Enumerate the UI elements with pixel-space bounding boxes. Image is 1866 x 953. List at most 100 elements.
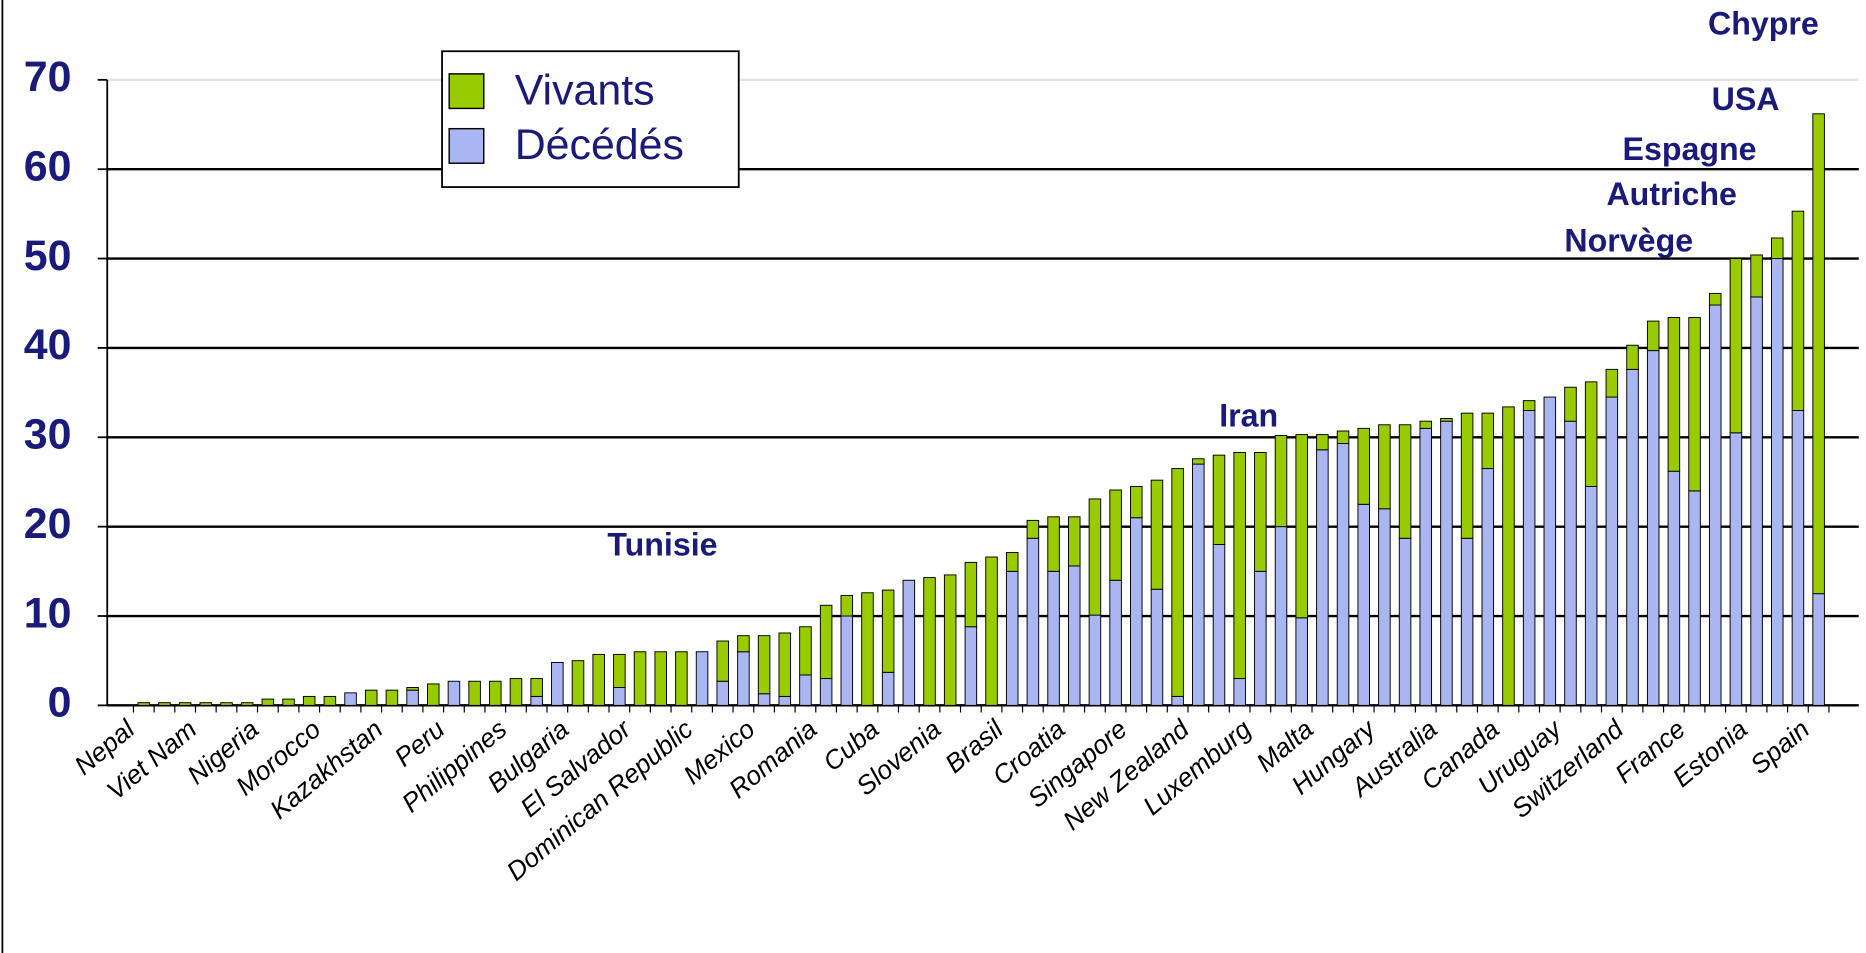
- y-tick-label: 50: [24, 232, 72, 280]
- bar-segment: [675, 651, 688, 706]
- bar-segment: [1047, 516, 1060, 572]
- y-tick-label: 60: [24, 143, 72, 191]
- bar-segment: [1688, 317, 1701, 492]
- bar-segment: [716, 640, 730, 682]
- bar-segment: [426, 683, 440, 706]
- bar-segment: [1584, 485, 1598, 706]
- bar-segment: [737, 635, 750, 653]
- bar-segment: [447, 680, 461, 706]
- bar-segment: [468, 680, 481, 706]
- bar-segment: [385, 689, 399, 706]
- bar-segment: [1336, 430, 1350, 445]
- bar-segment: [943, 574, 957, 706]
- bar-segment: [1543, 396, 1557, 706]
- bar-segment: [757, 693, 771, 706]
- bar-segment: [1729, 432, 1743, 706]
- bar-segment: [1150, 479, 1164, 590]
- bar-segment: [1171, 695, 1184, 706]
- annotation: Autriche: [1606, 176, 1736, 212]
- legend-label: Décédés: [515, 121, 684, 169]
- bar-segment: [695, 651, 709, 706]
- bar-segment: [633, 651, 647, 706]
- bar-segment: [1150, 588, 1164, 706]
- legend-label: Vivants: [515, 66, 655, 114]
- bar-segment: [1791, 210, 1805, 411]
- bar-segment: [1398, 424, 1412, 539]
- bar-segment: [1626, 368, 1639, 706]
- bar-segment: [199, 702, 213, 706]
- legend-box: [441, 50, 740, 188]
- y-tick-label: 40: [24, 321, 72, 369]
- bar-segment: [1419, 427, 1433, 706]
- bar-segment: [530, 695, 543, 706]
- legend-swatch: [448, 73, 485, 110]
- legend-swatch: [448, 127, 485, 164]
- bar-segment: [1254, 451, 1267, 572]
- bar-segment: [1357, 427, 1370, 505]
- annotation: Norvège: [1564, 223, 1693, 259]
- bar-segment: [178, 702, 192, 706]
- bar-segment: [1130, 485, 1143, 519]
- bar-segment: [1729, 258, 1743, 434]
- bar-segment: [1357, 503, 1370, 706]
- bar-segment: [1440, 420, 1453, 706]
- bar-segment: [344, 692, 357, 706]
- bar-segment: [613, 653, 626, 688]
- bar-segment: [1295, 617, 1308, 706]
- bar-segment: [902, 579, 916, 706]
- bar-segment: [964, 561, 978, 628]
- bar-segment: [1109, 489, 1122, 581]
- annotation: Espagne: [1623, 131, 1757, 167]
- bar-segment: [819, 678, 833, 706]
- bar-segment: [220, 702, 233, 706]
- bar-segment: [1026, 537, 1040, 706]
- bar-segment: [282, 698, 295, 706]
- bar-segment: [1770, 237, 1784, 260]
- annotation: Iran: [1219, 398, 1278, 434]
- bar-segment: [840, 594, 854, 617]
- bar-segment: [1274, 526, 1288, 706]
- bar-segment: [1440, 418, 1453, 422]
- bar-segment: [716, 680, 730, 706]
- bar-segment: [923, 577, 936, 706]
- bar-segment: [1770, 258, 1784, 706]
- bar-segment: [261, 698, 275, 706]
- y-tick-label: 0: [48, 679, 72, 727]
- bar-segment: [302, 695, 316, 706]
- bar-segment: [1750, 296, 1763, 706]
- bar-segment: [799, 674, 812, 706]
- bar-segment: [1481, 468, 1495, 706]
- bar-segment: [489, 680, 502, 706]
- bar-segment: [1316, 434, 1329, 451]
- y-tick-label: 70: [24, 53, 72, 101]
- bar-segment: [1378, 508, 1391, 706]
- bar-segment: [778, 632, 792, 697]
- bar-segment: [799, 626, 812, 676]
- bar-segment: [1005, 552, 1019, 572]
- bar-segment: [1667, 317, 1681, 472]
- bar-segment: [364, 689, 378, 706]
- bar-segment: [881, 589, 895, 673]
- bar-segment: [1750, 254, 1763, 298]
- bar-segment: [1067, 516, 1081, 567]
- bar-segment: [1233, 451, 1246, 680]
- bar-segment: [1688, 490, 1701, 706]
- bar-segment: [1398, 537, 1412, 706]
- bar-segment: [137, 702, 151, 706]
- bar-segment: [1047, 570, 1060, 706]
- bar-segment: [406, 689, 419, 706]
- bar-segment: [1088, 614, 1102, 706]
- bar-segment: [1667, 470, 1681, 706]
- bar-segment: [1130, 517, 1143, 706]
- bar-segment: [1708, 304, 1722, 706]
- bar-segment: [1109, 579, 1122, 706]
- bar-segment: [1460, 412, 1474, 539]
- bar-segment: [1005, 570, 1019, 706]
- bar-segment: [1274, 435, 1288, 528]
- bar-segment: [1584, 381, 1598, 487]
- bar-segment: [1254, 570, 1267, 706]
- bar-segment: [530, 678, 543, 697]
